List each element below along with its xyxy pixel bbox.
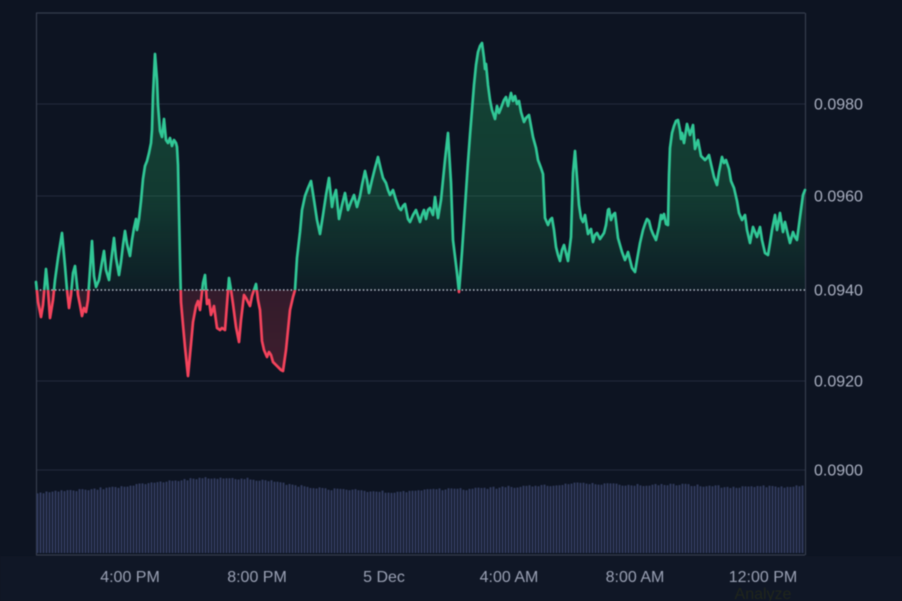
- svg-text:8:00 PM: 8:00 PM: [227, 569, 287, 586]
- svg-text:0.0940: 0.0940: [814, 283, 863, 300]
- svg-text:8:00 AM: 8:00 AM: [606, 569, 665, 586]
- svg-text:0.0960: 0.0960: [814, 189, 863, 206]
- svg-text:5 Dec: 5 Dec: [363, 569, 405, 586]
- svg-text:12:00 PM: 12:00 PM: [729, 569, 797, 586]
- svg-text:0.0980: 0.0980: [814, 97, 863, 114]
- svg-text:4:00 PM: 4:00 PM: [100, 569, 160, 586]
- svg-text:Analyze: Analyze: [735, 586, 792, 601]
- svg-text:4:00 AM: 4:00 AM: [480, 569, 539, 586]
- svg-text:0.0920: 0.0920: [814, 374, 863, 391]
- svg-text:0.0900: 0.0900: [814, 463, 863, 480]
